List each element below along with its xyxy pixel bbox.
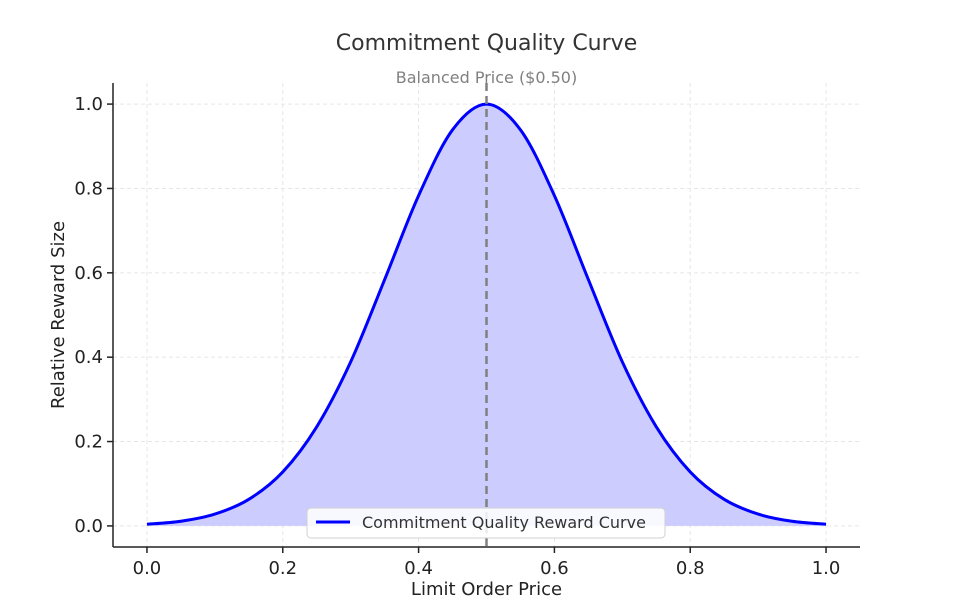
legend: Commitment Quality Reward Curve bbox=[306, 507, 666, 539]
y-tick-label: 0.4 bbox=[74, 347, 103, 368]
x-tick-label: 0.8 bbox=[676, 558, 705, 579]
x-tick-label: 1.0 bbox=[812, 558, 841, 579]
y-tick-label: 0.0 bbox=[74, 516, 103, 537]
legend-label: Commitment Quality Reward Curve bbox=[362, 513, 646, 532]
chart-title: Commitment Quality Curve bbox=[336, 31, 637, 56]
area-fill bbox=[146, 104, 827, 526]
x-axis-label: Limit Order Price bbox=[411, 579, 562, 600]
balanced-price-label: Balanced Price ($0.50) bbox=[396, 68, 577, 87]
y-tick-label: 0.8 bbox=[74, 178, 103, 199]
x-tick-label: 0.4 bbox=[404, 558, 433, 579]
x-tick-label: 0.6 bbox=[540, 558, 569, 579]
y-axis-ticks: 0.0 0.2 0.4 0.6 0.8 1.0 bbox=[74, 94, 113, 537]
legend-box bbox=[306, 507, 666, 539]
y-tick-label: 0.6 bbox=[74, 263, 103, 284]
axes bbox=[112, 83, 860, 548]
x-tick-label: 0.0 bbox=[133, 558, 162, 579]
series-line bbox=[146, 102, 827, 526]
x-axis-ticks: 0.0 0.2 0.4 0.6 0.8 1.0 bbox=[133, 547, 841, 579]
y-tick-label: 1.0 bbox=[74, 94, 103, 115]
y-axis-label: Relative Reward Size bbox=[48, 221, 69, 409]
y-tick-label: 0.2 bbox=[74, 432, 103, 453]
x-tick-label: 0.2 bbox=[268, 558, 297, 579]
